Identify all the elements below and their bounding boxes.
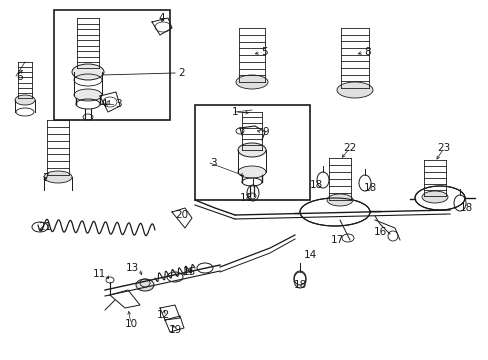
Ellipse shape: [74, 89, 102, 101]
Text: 18: 18: [459, 203, 472, 213]
Text: 10: 10: [124, 319, 137, 329]
Text: 20: 20: [175, 210, 188, 220]
Ellipse shape: [236, 75, 267, 89]
Text: 9: 9: [262, 127, 268, 137]
Text: 23: 23: [436, 143, 450, 153]
Bar: [195, 105, 309, 200]
Text: 12: 12: [156, 310, 169, 320]
Text: 18: 18: [363, 183, 376, 193]
Text: 8: 8: [363, 47, 370, 57]
Text: 18: 18: [293, 280, 306, 290]
Text: 6: 6: [16, 72, 22, 82]
Text: 21: 21: [38, 222, 51, 232]
Text: 4: 4: [159, 13, 165, 23]
Text: 18: 18: [239, 193, 252, 203]
Text: 3: 3: [115, 99, 122, 109]
Ellipse shape: [238, 166, 265, 178]
Ellipse shape: [15, 95, 35, 105]
Ellipse shape: [72, 64, 104, 80]
Text: 22: 22: [343, 143, 356, 153]
Text: 18: 18: [309, 180, 323, 190]
Text: 16: 16: [373, 227, 386, 237]
Ellipse shape: [136, 279, 154, 291]
Ellipse shape: [421, 191, 447, 203]
Text: 14: 14: [303, 250, 316, 260]
Text: 4: 4: [100, 99, 107, 109]
Ellipse shape: [44, 171, 72, 183]
Text: 13: 13: [125, 263, 139, 273]
Text: 19: 19: [168, 325, 181, 335]
Ellipse shape: [238, 143, 265, 157]
Ellipse shape: [326, 194, 352, 206]
Text: 5: 5: [261, 47, 267, 57]
Ellipse shape: [414, 186, 464, 210]
Text: 2: 2: [178, 68, 184, 78]
Text: 15: 15: [183, 267, 196, 277]
Text: 11: 11: [93, 269, 106, 279]
Text: 3: 3: [209, 158, 216, 168]
Ellipse shape: [299, 198, 369, 226]
Text: 17: 17: [330, 235, 343, 245]
Text: 7: 7: [42, 173, 48, 183]
Bar: [54, 10, 170, 120]
Text: 1: 1: [231, 107, 238, 117]
Ellipse shape: [336, 82, 372, 98]
